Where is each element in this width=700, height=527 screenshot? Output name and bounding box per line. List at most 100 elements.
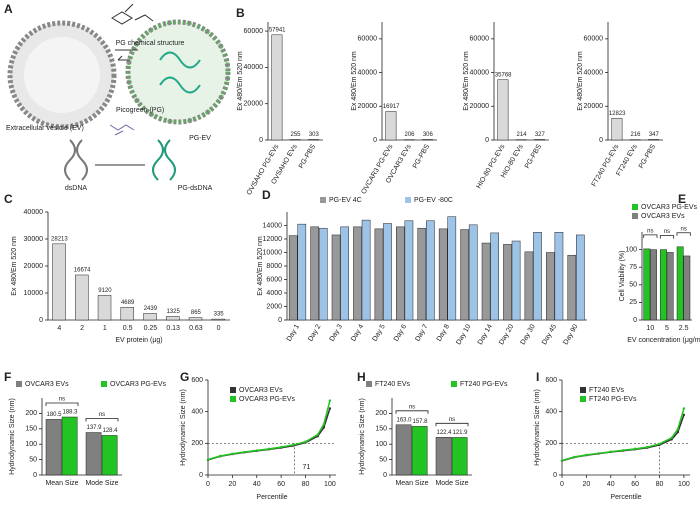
point: [621, 449, 625, 452]
x-tick-label: 60: [277, 481, 285, 488]
structure-label: PG chemical structure: [116, 40, 185, 47]
legend-swatch: [366, 381, 372, 387]
bar: [340, 226, 349, 321]
y-tick-label: 0: [383, 472, 387, 479]
y-tick-label: 20000: [244, 101, 264, 108]
legend-label: OVCAR3 PG-EVs: [239, 396, 296, 403]
bar: [468, 224, 478, 321]
data-label: 137.9: [86, 425, 102, 431]
y-axis-label: Ex 480/Em 520 nm: [237, 51, 244, 111]
pgdsdna-label: PG-dsDNA: [178, 185, 213, 192]
data-label: 303: [309, 132, 320, 138]
bar: [396, 226, 405, 321]
bar: [648, 139, 660, 141]
y-tick-label: 0: [599, 137, 603, 144]
axis-line: [207, 380, 336, 476]
ref-label: 71: [303, 464, 311, 471]
y-tick-label: 40000: [584, 69, 604, 76]
axis-line: [561, 380, 690, 476]
y-tick-label: 40000: [24, 209, 44, 216]
y-tick-label: 0: [278, 317, 282, 324]
data-label: 122.4: [436, 430, 452, 436]
data-label: 28213: [51, 236, 68, 242]
x-tick-label: Day 4: [350, 323, 365, 342]
data-label: 16917: [383, 104, 400, 110]
y-tick-label: 150: [375, 426, 387, 433]
bar: [650, 249, 657, 321]
y-tick-label: 10000: [263, 249, 283, 256]
y-tick-label: 40000: [470, 69, 490, 76]
data-label: 335: [214, 312, 225, 318]
point: [585, 453, 588, 457]
y-tick-label: 40000: [244, 64, 264, 71]
ns-bracket: [659, 235, 675, 239]
x-tick-label: Day 20: [498, 323, 515, 346]
legend-label: OVCAR3 EVs: [641, 213, 685, 220]
data-label: 9120: [98, 288, 112, 294]
point: [243, 450, 246, 454]
data-label: 12823: [609, 111, 626, 117]
bar: [447, 216, 457, 321]
legend-swatch: [230, 387, 236, 393]
ns-label: ns: [664, 229, 670, 235]
x-tick-label: Day 3: [329, 323, 344, 342]
x-tick-label: Day 7: [414, 323, 429, 342]
x-tick-label: 80: [302, 481, 310, 488]
point: [218, 454, 222, 458]
panel-letter: H: [357, 370, 366, 384]
x-tick-label: Mode Size: [435, 480, 468, 487]
point: [231, 452, 234, 455]
ns-bracket: [435, 422, 469, 427]
y-tick-label: 0: [39, 317, 43, 324]
bar: [383, 223, 392, 321]
y-tick-label: 200: [25, 410, 37, 417]
series-line: [207, 400, 331, 461]
x-tick-label: 0: [560, 481, 564, 488]
x-tick-label: HIO-80 PG-EVs: [476, 143, 507, 190]
data-label: 214: [516, 132, 527, 138]
y-tick-label: 100: [625, 246, 637, 253]
dsdna-label: dsDNA: [65, 185, 88, 192]
bar: [534, 139, 546, 141]
x-tick-label: 20: [228, 481, 236, 488]
y-tick-label: 60000: [584, 36, 604, 43]
x-tick-label: FT240 PG-EVs: [591, 143, 621, 188]
pg-dna: [159, 51, 201, 94]
x-tick-label: 5: [665, 325, 669, 332]
y-tick-label: 50: [29, 456, 37, 463]
legend-label: FT240 EVs: [589, 387, 625, 394]
pgev-label: PG-EV: [189, 135, 211, 142]
panel-letter: C: [4, 192, 13, 206]
x-tick-label: Day 14: [477, 323, 494, 346]
ns-label: ns: [449, 417, 455, 423]
x-tick-label: 2: [80, 325, 84, 332]
y-tick-label: 60000: [244, 28, 264, 35]
y-axis-label: Ex 480/Em 520 nm: [463, 51, 470, 111]
point: [292, 443, 295, 447]
point: [322, 423, 326, 426]
data-label: 16674: [74, 268, 91, 274]
bar: [422, 139, 434, 141]
point: [676, 431, 680, 434]
x-tick-label: Day 5: [372, 323, 387, 342]
bar: [404, 220, 414, 321]
y-tick-label: 20000: [24, 263, 44, 270]
y-tick-label: 25: [629, 299, 637, 306]
bar: [85, 432, 102, 476]
x-tick-label: OVCAR3 PG-EVs: [360, 143, 394, 195]
pg-dsdna-helix: [152, 139, 176, 181]
y-tick-label: 40000: [358, 69, 378, 76]
data-label: 4689: [121, 300, 135, 306]
y-tick-label: 14000: [263, 222, 283, 229]
series-line: [561, 408, 685, 462]
bar: [503, 244, 512, 321]
bar: [411, 426, 428, 476]
x-tick-label: Mean Size: [45, 480, 78, 487]
y-tick-label: 0: [259, 137, 263, 144]
x-tick-label: 2.5: [679, 325, 689, 332]
legend-label: FT240 PG-EVs: [589, 396, 637, 403]
x-tick-label: Mean Size: [395, 480, 428, 487]
x-axis-label: Percentile: [610, 494, 641, 501]
legend-label: PG-EV 4C: [329, 197, 362, 204]
